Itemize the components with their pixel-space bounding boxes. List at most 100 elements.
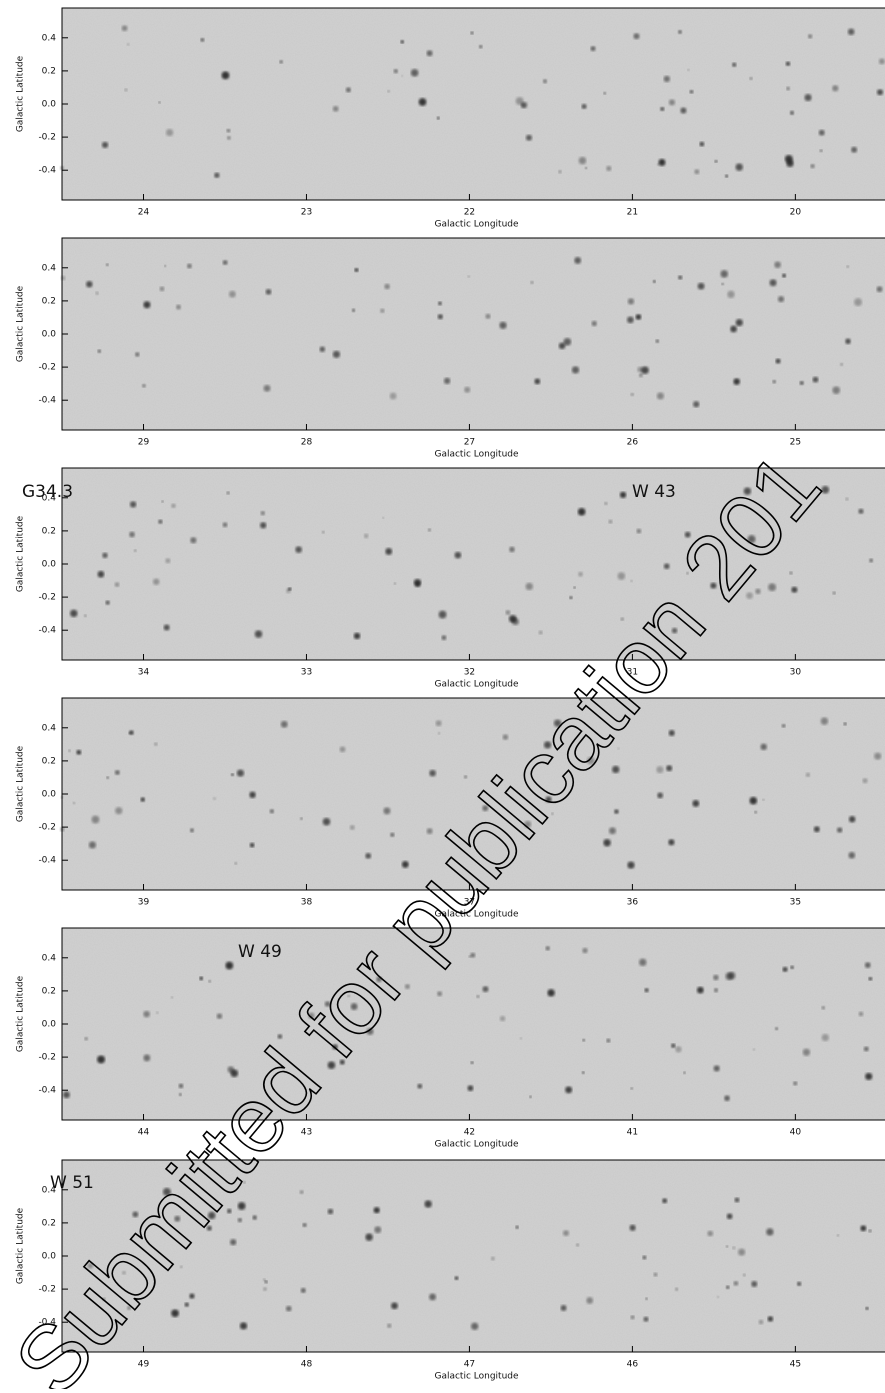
emission-feature bbox=[804, 94, 811, 101]
emission-feature bbox=[683, 1072, 685, 1074]
emission-feature bbox=[477, 995, 480, 998]
emission-feature bbox=[63, 1091, 70, 1098]
emission-feature bbox=[761, 744, 767, 750]
emission-feature bbox=[751, 1281, 757, 1287]
emission-feature bbox=[773, 380, 776, 383]
emission-feature bbox=[860, 1225, 866, 1231]
y-tick-label: 0.2 bbox=[42, 756, 56, 766]
emission-feature bbox=[227, 136, 231, 140]
emission-feature bbox=[714, 988, 718, 992]
emission-feature bbox=[604, 502, 607, 505]
emission-feature bbox=[303, 1223, 307, 1227]
x-tick-label: 35 bbox=[790, 898, 801, 908]
x-tick-label: 44 bbox=[138, 1128, 150, 1138]
emission-feature bbox=[609, 520, 613, 524]
emission-feature bbox=[797, 1282, 801, 1286]
emission-feature bbox=[107, 777, 109, 779]
emission-feature bbox=[391, 1302, 398, 1309]
emission-feature bbox=[693, 401, 699, 407]
emission-feature bbox=[678, 30, 682, 34]
emission-feature bbox=[208, 980, 211, 983]
emission-feature bbox=[669, 99, 675, 105]
emission-feature bbox=[582, 948, 587, 953]
emission-feature bbox=[633, 33, 639, 39]
y-tick-label: -0.4 bbox=[38, 626, 56, 636]
emission-feature bbox=[565, 1086, 572, 1093]
emission-feature bbox=[833, 592, 836, 595]
image-noise bbox=[62, 8, 885, 200]
emission-feature bbox=[534, 379, 540, 385]
emission-feature bbox=[92, 816, 100, 824]
emission-feature bbox=[845, 339, 851, 345]
x-axis-label: Galactic Longitude bbox=[434, 450, 519, 460]
emission-feature bbox=[869, 559, 873, 563]
emission-feature bbox=[700, 142, 705, 147]
emission-feature bbox=[255, 630, 263, 638]
x-axis-label: Galactic Longitude bbox=[434, 1372, 519, 1382]
x-tick-label: 34 bbox=[138, 668, 150, 678]
emission-feature bbox=[288, 587, 291, 590]
emission-feature bbox=[165, 558, 170, 563]
emission-feature bbox=[865, 1307, 868, 1310]
emission-feature bbox=[770, 279, 777, 286]
y-tick-label: 0.0 bbox=[42, 1020, 57, 1030]
emission-feature bbox=[569, 596, 572, 599]
emission-feature bbox=[680, 107, 686, 113]
x-tick-label: 49 bbox=[138, 1360, 150, 1370]
emission-feature bbox=[561, 1305, 567, 1311]
emission-feature bbox=[129, 730, 134, 735]
emission-feature bbox=[606, 1039, 610, 1043]
emission-feature bbox=[631, 1315, 635, 1319]
emission-feature bbox=[656, 339, 659, 342]
emission-feature bbox=[854, 298, 862, 306]
emission-feature bbox=[879, 59, 885, 65]
emission-feature bbox=[509, 615, 516, 622]
emission-feature bbox=[639, 959, 646, 966]
emission-feature bbox=[300, 817, 302, 819]
emission-feature bbox=[516, 1226, 519, 1229]
emission-feature bbox=[374, 1207, 380, 1213]
emission-feature bbox=[160, 287, 165, 292]
emission-feature bbox=[656, 766, 663, 773]
y-tick-label: -0.4 bbox=[38, 1086, 56, 1096]
emission-feature bbox=[630, 580, 632, 582]
emission-feature bbox=[630, 1225, 636, 1231]
emission-feature bbox=[821, 717, 828, 724]
y-tick-label: -0.2 bbox=[38, 363, 56, 373]
emission-feature bbox=[546, 946, 550, 950]
emission-feature bbox=[161, 500, 163, 502]
emission-feature bbox=[669, 730, 675, 736]
emission-feature bbox=[720, 270, 728, 278]
emission-feature bbox=[692, 800, 699, 807]
emission-feature bbox=[301, 1288, 306, 1293]
emission-feature bbox=[786, 62, 790, 66]
emission-feature bbox=[837, 827, 842, 832]
emission-feature bbox=[574, 587, 576, 589]
emission-feature bbox=[483, 986, 489, 992]
emission-feature bbox=[539, 631, 543, 635]
emission-feature bbox=[859, 1012, 863, 1016]
emission-feature bbox=[707, 1231, 713, 1237]
emission-feature bbox=[320, 347, 325, 352]
emission-feature bbox=[725, 972, 733, 980]
emission-feature bbox=[858, 509, 863, 514]
emission-feature bbox=[715, 160, 718, 163]
emission-feature bbox=[743, 1274, 746, 1277]
emission-feature bbox=[106, 601, 110, 605]
emission-feature bbox=[790, 111, 794, 115]
emission-feature bbox=[822, 1006, 825, 1009]
emission-feature bbox=[106, 263, 109, 266]
emission-feature bbox=[783, 967, 788, 972]
emission-feature bbox=[753, 1048, 755, 1050]
emission-feature bbox=[286, 1306, 292, 1312]
emission-feature bbox=[520, 1037, 522, 1039]
emission-feature bbox=[98, 571, 105, 578]
emission-feature bbox=[660, 107, 664, 111]
emission-feature bbox=[143, 1011, 150, 1018]
emission-feature bbox=[848, 29, 855, 36]
emission-feature bbox=[380, 309, 384, 313]
emission-feature bbox=[223, 522, 228, 527]
x-tick-label: 28 bbox=[301, 438, 313, 448]
